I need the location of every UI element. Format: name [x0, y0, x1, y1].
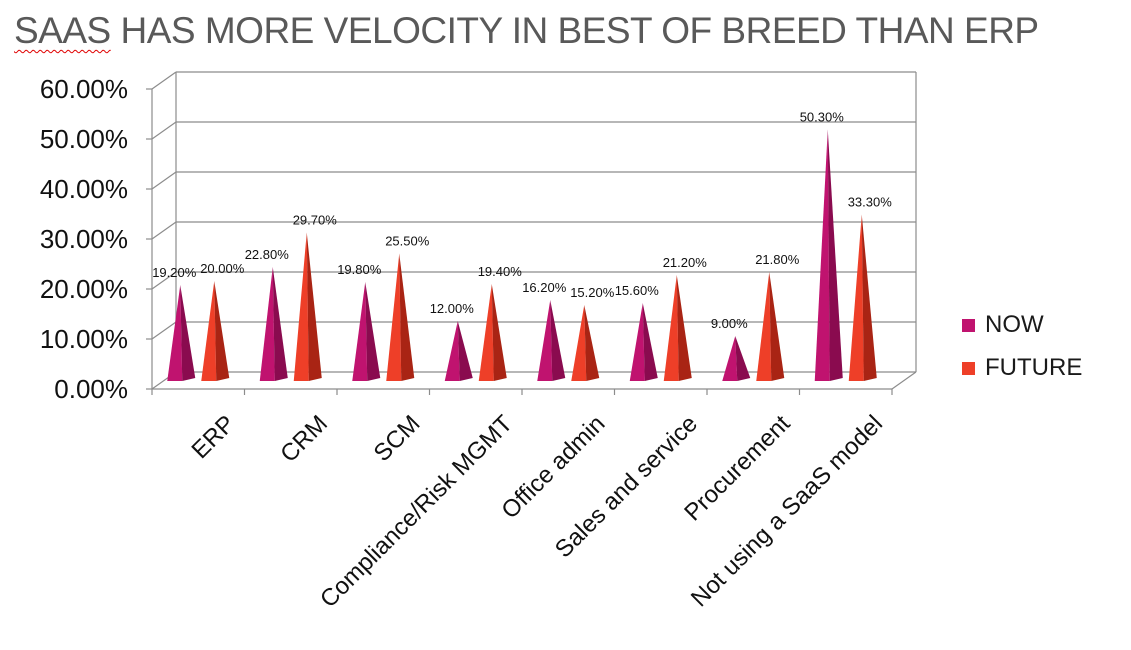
value-label-future: 25.50%	[385, 234, 430, 249]
legend-item-now: NOW	[962, 311, 1044, 339]
value-label-now: 19.80%	[337, 262, 382, 277]
cone-future-shade	[676, 275, 692, 381]
cone-future-shade	[306, 232, 322, 381]
y-tick-label: 50.00%	[40, 124, 128, 154]
value-label-now: 22.80%	[245, 247, 290, 262]
value-label-future: 21.20%	[663, 255, 708, 270]
cone-future-face	[663, 275, 679, 381]
y-tick-label: 60.00%	[40, 74, 128, 104]
x-category-label: SCM	[369, 410, 426, 467]
value-label-now: 16.20%	[522, 280, 567, 295]
cone-now-shade	[642, 303, 658, 381]
side-gridline	[151, 171, 177, 190]
legend-swatch-now	[962, 319, 975, 333]
x-category-label: Not using a SaaS model	[686, 410, 888, 612]
y-tick-label: 40.00%	[40, 174, 128, 204]
value-label-future: 19.40%	[478, 264, 523, 279]
value-label-future: 20.00%	[200, 261, 245, 276]
side-gridline	[151, 121, 177, 140]
cone-now-shade	[272, 267, 288, 381]
cone-now-shade	[735, 336, 751, 381]
cone-now-face	[722, 336, 738, 381]
floor-right-edge	[891, 371, 917, 390]
cone-future-face	[571, 305, 587, 381]
value-label-now: 19.20%	[152, 265, 197, 280]
cone-future-face	[756, 272, 772, 381]
value-label-now: 15.60%	[615, 283, 660, 298]
cone-now-face	[444, 321, 460, 381]
cone-future-shade	[399, 253, 415, 381]
side-gridline	[151, 271, 177, 290]
side-gridline	[151, 71, 177, 90]
cone-now-shade	[550, 300, 566, 381]
x-category-label: ERP	[186, 410, 240, 464]
legend-item-future: FUTURE	[962, 354, 1082, 382]
x-category-label: CRM	[275, 410, 333, 468]
title-lead: SAAS	[14, 10, 111, 51]
cone-future-shade	[769, 272, 785, 381]
cone-now-face	[352, 282, 368, 381]
legend-label-future: FUTURE	[985, 354, 1083, 381]
cone-future-shade	[491, 284, 507, 381]
side-gridline	[151, 321, 177, 340]
cone-now-face	[167, 285, 183, 381]
y-tick-label: 0.00%	[54, 374, 128, 404]
cone-future-face	[293, 232, 309, 381]
cone-now-face	[814, 129, 830, 381]
value-label-future: 15.20%	[570, 285, 615, 300]
cone-future-face	[478, 284, 494, 381]
value-label-now: 12.00%	[430, 301, 475, 316]
x-category-label: Compliance/Risk MGMT	[315, 410, 518, 613]
value-label-now: 50.30%	[800, 110, 845, 125]
legend-label-now: NOW	[985, 311, 1044, 338]
cone-future-face	[848, 214, 864, 381]
value-label-future: 33.30%	[848, 195, 893, 210]
cone-now-face	[259, 267, 275, 381]
cone-now-face	[629, 303, 645, 381]
cone-future-shade	[861, 214, 877, 381]
cone-now-shade	[365, 282, 381, 381]
cone-now-shade	[827, 129, 843, 381]
side-gridline	[151, 221, 177, 240]
value-label-future: 21.80%	[755, 252, 800, 267]
chart-title: SAAS HAS MORE VELOCITY IN BEST OF BREED …	[14, 10, 1039, 52]
cone-future-face	[386, 253, 402, 381]
cone-future-shade	[214, 281, 230, 381]
value-label-now: 9.00%	[711, 316, 748, 331]
legend-swatch-future	[962, 362, 975, 376]
cone-now-shade	[457, 321, 473, 381]
y-tick-label: 20.00%	[40, 274, 128, 304]
cone-now-face	[537, 300, 553, 381]
title-rest: HAS MORE VELOCITY IN BEST OF BREED THAN …	[110, 10, 1039, 51]
y-tick-label: 30.00%	[40, 224, 128, 254]
cone-future-shade	[584, 305, 600, 381]
cone-now-shade	[180, 285, 196, 381]
cone-future-face	[201, 281, 217, 381]
value-label-future: 29.70%	[293, 213, 338, 228]
y-tick-label: 10.00%	[40, 324, 128, 354]
